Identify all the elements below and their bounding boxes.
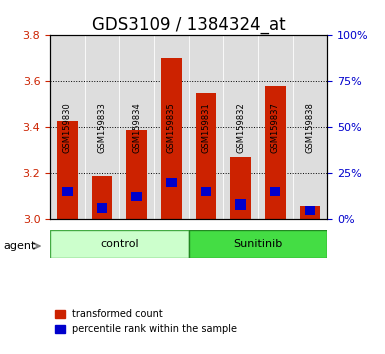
FancyBboxPatch shape [258,35,293,219]
Text: GSM159837: GSM159837 [271,102,280,153]
Legend: transformed count, percentile rank within the sample: transformed count, percentile rank withi… [55,309,238,334]
Text: GSM159832: GSM159832 [236,102,245,153]
Text: GSM159834: GSM159834 [132,102,141,153]
FancyBboxPatch shape [189,230,327,258]
Text: GSM159831: GSM159831 [201,102,211,153]
Text: control: control [100,239,139,249]
Text: GSM159835: GSM159835 [167,102,176,153]
Bar [300,206,320,219]
Bar [270,187,280,196]
Title: GDS3109 / 1384324_at: GDS3109 / 1384324_at [92,16,285,34]
FancyBboxPatch shape [223,35,258,219]
Bar [132,192,142,201]
FancyBboxPatch shape [85,35,119,219]
Text: GSM159830: GSM159830 [63,102,72,153]
Bar [92,176,112,219]
Text: GSM159838: GSM159838 [305,102,315,153]
Text: Sunitinib: Sunitinib [233,239,283,249]
Bar [196,93,216,219]
Bar [166,178,176,187]
FancyBboxPatch shape [50,230,189,258]
Bar [305,206,315,215]
FancyBboxPatch shape [119,35,154,219]
Bar [201,187,211,196]
Text: GSM159833: GSM159833 [97,102,107,153]
FancyBboxPatch shape [293,35,327,219]
FancyBboxPatch shape [189,35,223,219]
Bar [57,120,78,219]
Bar [235,199,246,210]
Bar [62,187,72,196]
Bar [265,86,286,219]
FancyBboxPatch shape [50,35,85,219]
Text: agent: agent [4,241,36,251]
Bar [97,204,107,213]
Bar [230,157,251,219]
Bar [126,130,147,219]
FancyBboxPatch shape [154,35,189,219]
Bar [161,58,182,219]
